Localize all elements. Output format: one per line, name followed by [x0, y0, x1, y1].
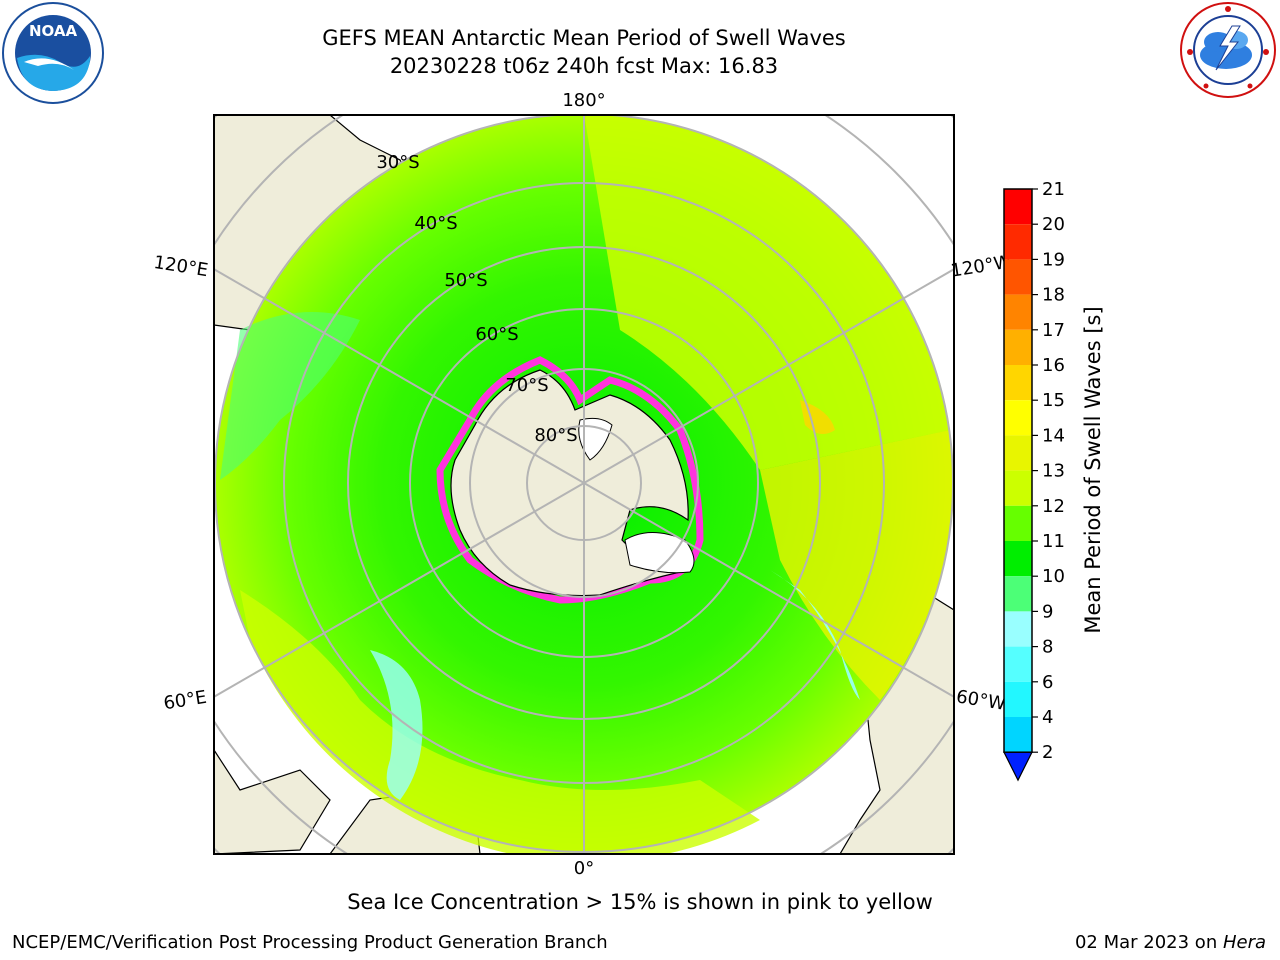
colorbar-tick-label: 9 [1042, 601, 1053, 622]
colorbar-tick-label: 14 [1042, 425, 1065, 446]
footer-date: 02 Mar 2023 on Hera [1075, 932, 1266, 953]
lon-label-180: 180° [562, 90, 605, 111]
nws-logo-icon [1180, 2, 1276, 98]
lon-label-0: 0° [574, 858, 594, 879]
map-title: GEFS MEAN Antarctic Mean Period of Swell… [322, 26, 846, 50]
colorbar-segment [1004, 400, 1032, 436]
field-patch-cyan [370, 650, 423, 800]
colorbar-tick-label: 2 [1042, 742, 1053, 763]
colorbar-segment [1004, 505, 1032, 541]
lat-label-30s: 30°S [376, 152, 419, 173]
sea-ice-edge [436, 356, 704, 604]
colorbar-tick-label: 11 [1042, 531, 1065, 552]
noaa-logo-text: NOAA [29, 22, 78, 40]
colorbar-ticks: 2 4 6 8 9 10 11 12 13 14 15 16 17 18 19 20 21 [1032, 180, 1065, 763]
colorbar-segment [1004, 681, 1032, 717]
colorbar-label: Mean Period of Swell Waves [s] [1081, 306, 1105, 633]
colorbar-segment [1004, 259, 1032, 295]
lat-label-40s: 40°S [414, 213, 457, 234]
colorbar-segment [1004, 646, 1032, 682]
colorbar-tick-label: 20 [1042, 214, 1065, 235]
colorbar-tick-label: 17 [1042, 320, 1065, 341]
noaa-logo-icon: NOAA [2, 2, 104, 104]
colorbar-segment [1004, 611, 1032, 647]
colorbar-segment [1004, 576, 1032, 612]
field-band-northeast [584, 115, 950, 470]
footer-system-name: Hera [1222, 932, 1266, 953]
field-band-west [220, 312, 360, 480]
colorbar-segments [1003, 188, 1033, 782]
colorbar: 2 4 6 8 9 10 11 12 13 14 15 16 17 18 19 20 21 Mean Perio… [1003, 180, 1105, 782]
colorbar-tick-label: 12 [1042, 496, 1065, 517]
footer-date-text: 02 Mar 2023 on [1074, 932, 1223, 953]
madagascar-land [214, 748, 331, 854]
colorbar-tick-label: 18 [1042, 285, 1065, 306]
colorbar-tick-label: 13 [1042, 461, 1065, 482]
colorbar-extend-triangle [1003, 751, 1033, 782]
colorbar-segment [1004, 329, 1032, 365]
antarctica-land [450, 369, 691, 597]
lat-label-60s: 60°S [475, 324, 518, 345]
colorbar-tick-label: 16 [1042, 355, 1065, 376]
colorbar-segment [1004, 294, 1032, 330]
sea-ice-caption: Sea Ice Concentration > 15% is shown in … [347, 890, 933, 914]
colorbar-tick-label: 6 [1042, 672, 1053, 693]
colorbar-tick-label: 19 [1042, 249, 1065, 270]
colorbar-tick-label: 15 [1042, 390, 1065, 411]
field-band-east [760, 430, 954, 700]
lon-label-120e: 120°E [152, 252, 209, 281]
colorbar-segment [1004, 470, 1032, 506]
colorbar-tick-label: 8 [1042, 637, 1053, 658]
lat-label-50s: 50°S [444, 270, 487, 291]
map-subtitle: 20230228 t06z 240h fcst Max: 16.83 [389, 54, 779, 78]
footer-credit: NCEP/EMC/Verification Post Processing Pr… [12, 932, 608, 953]
colorbar-segment [1004, 189, 1032, 225]
lat-label-70s: 70°S [505, 375, 548, 396]
colorbar-tick-label: 4 [1042, 707, 1053, 728]
colorbar-segment [1004, 435, 1032, 471]
colorbar-tick-label: 21 [1042, 180, 1065, 200]
colorbar-segment [1004, 224, 1032, 260]
map-frame [213, 114, 955, 855]
colorbar-segment [1004, 717, 1032, 753]
colorbar-segment [1004, 365, 1032, 401]
colorbar-tick-label: 10 [1042, 566, 1065, 587]
field-band-south [240, 590, 760, 854]
lat-label-80s: 80°S [534, 425, 577, 446]
colorbar-segment [1004, 541, 1032, 577]
lon-label-60e: 60°E [162, 687, 208, 715]
